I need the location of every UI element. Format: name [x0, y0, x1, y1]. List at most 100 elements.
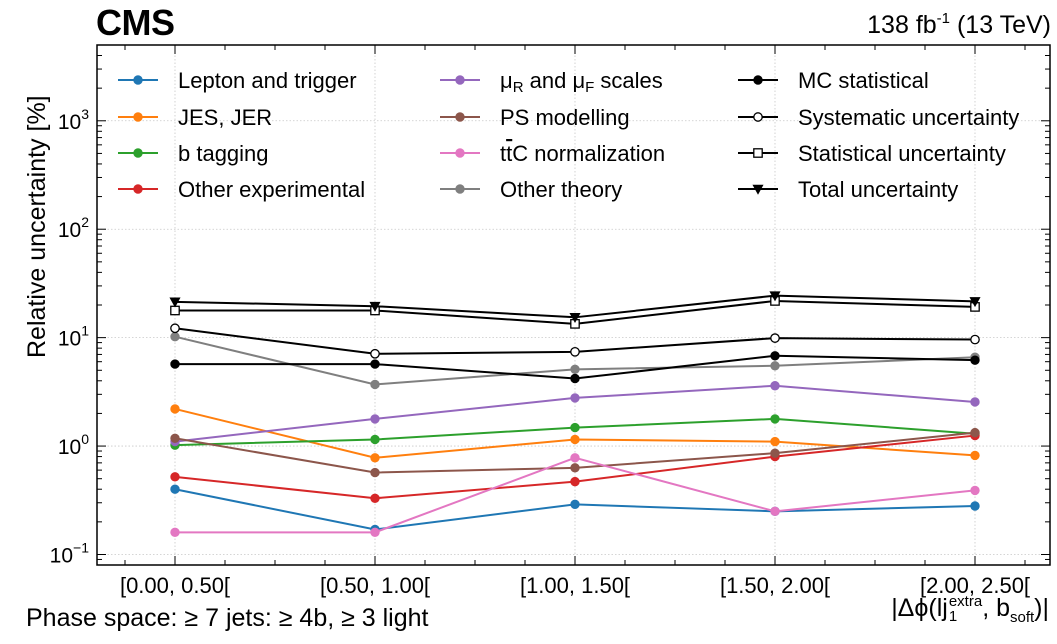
legend-marker — [753, 75, 763, 85]
y-tick-label: 103 — [58, 106, 89, 134]
data-point — [770, 361, 780, 371]
legend-label: ttC normalization — [500, 141, 665, 166]
series-0 — [170, 484, 980, 535]
data-point — [570, 373, 580, 384]
lumi-exponent: -1 — [936, 10, 951, 27]
data-point — [770, 333, 780, 343]
data-point — [170, 404, 180, 414]
data-point — [369, 301, 381, 312]
data-point — [370, 453, 380, 463]
data-point — [770, 436, 780, 447]
data-point — [170, 332, 180, 342]
data-point — [770, 506, 780, 517]
legend-label: Other theory — [500, 177, 622, 202]
data-point — [970, 427, 980, 438]
x-axis-label-sub: 1 — [948, 608, 958, 626]
data-point — [170, 472, 180, 482]
series-5 — [170, 427, 980, 478]
data-point — [770, 381, 780, 391]
data-point — [170, 305, 180, 316]
x-tick-label: [2.00, 2.50[ — [920, 573, 1030, 598]
series-9 — [170, 323, 980, 359]
legend-marker — [455, 148, 465, 158]
legend-marker — [133, 184, 143, 194]
y-ticks — [97, 44, 1050, 566]
series-8 — [170, 351, 980, 384]
x-ticks — [124, 45, 1026, 565]
legend-label: b tagging — [178, 141, 269, 166]
legend-marker — [752, 184, 764, 195]
x-axis-label: |Δϕ(lj extra 1, bsoft)| — [891, 594, 1049, 626]
data-point — [969, 297, 981, 308]
data-point — [570, 434, 580, 445]
data-point — [770, 351, 780, 361]
x-tick-label: [1.50, 2.00[ — [720, 573, 830, 598]
data-point — [370, 414, 380, 424]
data-point — [370, 434, 380, 445]
legend-label: Total uncertainty — [798, 177, 958, 202]
data-point — [970, 501, 980, 511]
legend-marker — [753, 112, 763, 122]
data-point — [370, 379, 380, 390]
legend-label: Lepton and trigger — [178, 68, 357, 93]
data-point — [170, 433, 180, 443]
data-point — [370, 467, 380, 478]
data-point — [170, 527, 180, 538]
lumi-suffix: (13 TeV) — [950, 11, 1051, 39]
data-point — [770, 414, 780, 424]
y-tick-label: 10−1 — [50, 539, 90, 567]
legend-label: PS modelling — [500, 105, 630, 130]
data-point — [570, 364, 580, 375]
x-axis-label-prefix: |Δϕ(lj — [891, 594, 948, 622]
data-point — [770, 448, 780, 458]
data-point — [370, 359, 380, 369]
data-point — [570, 393, 580, 403]
phase-space-label: Phase space: ≥ 7 jets: ≥ 4b, ≥ 3 light — [26, 604, 429, 632]
x-axis-label-supsub: extra 1 — [949, 594, 982, 624]
data-point — [570, 476, 580, 487]
legend-label: Other experimental — [178, 177, 365, 202]
data-point — [569, 313, 581, 324]
data-point — [769, 291, 781, 302]
data-point — [170, 484, 180, 494]
data-point — [170, 323, 180, 334]
series-7 — [170, 332, 980, 390]
series-6 — [170, 453, 980, 538]
data-point — [570, 499, 580, 510]
lumi-text: 138 fb — [867, 11, 937, 39]
legend-marker — [455, 112, 465, 122]
y-tick-label: 102 — [58, 214, 89, 242]
legend-marker — [455, 184, 465, 194]
legend-marker — [133, 112, 143, 122]
data-point — [169, 297, 181, 308]
y-tick-label: 101 — [58, 323, 89, 351]
luminosity-label: 138 fb-1 (13 TeV) — [867, 10, 1051, 40]
legend-label: Statistical uncertainty — [798, 141, 1006, 166]
data-point — [970, 397, 980, 407]
data-point — [570, 346, 580, 357]
legend-label: μR and μF scales — [500, 68, 663, 96]
data-point — [570, 463, 580, 473]
x-axis-label-sub2: soft — [1009, 609, 1035, 626]
legend-marker — [753, 148, 763, 158]
data-point — [570, 422, 580, 433]
data-point — [970, 334, 980, 345]
series-line — [174, 488, 976, 531]
series-2 — [170, 414, 980, 450]
x-tick-label: [0.50, 1.00[ — [320, 573, 430, 598]
data-point — [170, 359, 180, 369]
legend-marker — [455, 75, 465, 85]
y-tick-label: 100 — [58, 431, 89, 459]
x-axis-label-sup: extra — [948, 593, 983, 611]
series-11 — [169, 291, 981, 324]
legend-label: MC statistical — [798, 68, 929, 93]
x-axis-label-middle: , b — [982, 594, 1010, 622]
legend-label: Systematic uncertainty — [798, 105, 1019, 130]
x-axis-label-suffix: )| — [1034, 594, 1049, 622]
data-point — [370, 493, 380, 503]
data-point — [970, 485, 980, 496]
data-point — [570, 453, 580, 463]
x-tick-label: [1.00, 1.50[ — [520, 573, 630, 598]
